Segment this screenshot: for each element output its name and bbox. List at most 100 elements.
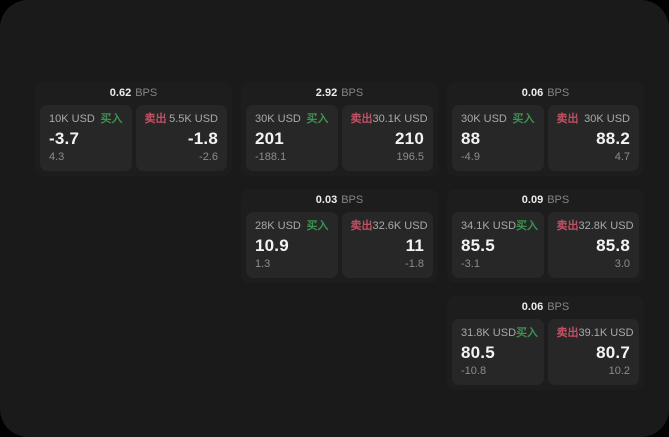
buy-amount-label: 34.1K USD — [461, 220, 517, 232]
buy-panel-top: 28K USD 买入 — [255, 220, 329, 233]
bps-value: 0.62 — [109, 87, 132, 99]
quote-card: 0.09 BPS 34.1K USD 买入 85.5 -3.1 卖出 32.8K… — [447, 189, 644, 283]
quote-panels: 30K USD 买入 201 -188.1 卖出 30.1K USD 210 1… — [246, 105, 433, 171]
bps-header: 0.62 BPS — [40, 82, 227, 105]
quote-card: 0.62 BPS 10K USD 买入 -3.7 4.3 卖出 5.5K USD… — [35, 82, 232, 176]
quote-card: 2.92 BPS 30K USD 买入 201 -188.1 卖出 30.1K … — [241, 82, 438, 176]
sell-price-value: 80.7 — [596, 343, 630, 362]
sell-change-value: -2.6 — [199, 151, 218, 163]
buy-side-label: 买入 — [100, 113, 123, 125]
quote-panels: 28K USD 买入 10.9 1.3 卖出 32.6K USD 11 -1.8 — [246, 212, 433, 278]
buy-change-value: 4.3 — [49, 151, 65, 163]
sell-change-value: 3.0 — [614, 258, 630, 270]
bps-header: 2.92 BPS — [246, 82, 433, 105]
quote-card: 0.03 BPS 28K USD 买入 10.9 1.3 卖出 32.6K US… — [241, 189, 438, 283]
sell-panel[interactable]: 卖出 39.1K USD 80.7 10.2 — [547, 319, 639, 385]
sell-panel[interactable]: 卖出 5.5K USD -1.8 -2.6 — [135, 105, 227, 171]
sell-amount-label: 30.1K USD — [372, 113, 428, 125]
buy-side-label: 买入 — [306, 113, 329, 125]
buy-panel-top: 34.1K USD 买入 — [461, 220, 539, 233]
sell-price-value: -1.8 — [187, 129, 218, 148]
buy-panel[interactable]: 30K USD 买入 88 -4.9 — [452, 105, 544, 171]
sell-panel-top: 卖出 32.8K USD — [556, 220, 634, 233]
buy-change-value: -4.9 — [461, 151, 480, 163]
buy-price-value: 80.5 — [461, 343, 495, 362]
sell-amount-label: 5.5K USD — [169, 113, 218, 125]
quote-panels: 30K USD 买入 88 -4.9 卖出 30K USD 88.2 4.7 — [452, 105, 639, 171]
bps-unit-label: BPS — [547, 194, 570, 206]
bps-header: 0.06 BPS — [452, 82, 639, 105]
sell-side-label: 卖出 — [556, 113, 579, 125]
buy-panel-top: 30K USD 买入 — [461, 113, 535, 126]
buy-price-value: -3.7 — [49, 129, 80, 148]
buy-panel[interactable]: 34.1K USD 买入 85.5 -3.1 — [452, 212, 544, 278]
sell-side-label: 卖出 — [144, 113, 167, 125]
sell-price-value: 210 — [395, 129, 424, 148]
sell-amount-label: 30K USD — [584, 113, 630, 125]
sell-panel-top: 卖出 30.1K USD — [350, 113, 428, 126]
sell-amount-label: 39.1K USD — [578, 327, 634, 339]
buy-panel-top: 31.8K USD 买入 — [461, 327, 539, 340]
bps-value: 2.92 — [315, 87, 338, 99]
buy-price-value: 201 — [255, 129, 284, 148]
sell-price-value: 85.8 — [596, 236, 630, 255]
buy-amount-label: 10K USD — [49, 113, 95, 125]
sell-change-value: 4.7 — [614, 151, 630, 163]
bps-value: 0.06 — [521, 301, 544, 313]
quote-card: 0.06 BPS 31.8K USD 买入 80.5 -10.8 卖出 39.1… — [447, 296, 644, 390]
sell-panel-top: 卖出 5.5K USD — [145, 113, 219, 126]
bps-header: 0.09 BPS — [452, 189, 639, 212]
bps-unit-label: BPS — [341, 194, 364, 206]
buy-price-value: 85.5 — [461, 236, 495, 255]
buy-side-label: 买入 — [516, 327, 539, 339]
buy-amount-label: 30K USD — [461, 113, 507, 125]
sell-amount-label: 32.6K USD — [372, 220, 428, 232]
quote-panels: 31.8K USD 买入 80.5 -10.8 卖出 39.1K USD 80.… — [452, 319, 639, 385]
sell-panel[interactable]: 卖出 32.6K USD 11 -1.8 — [341, 212, 433, 278]
buy-price-value: 88 — [461, 129, 481, 148]
buy-amount-label: 28K USD — [255, 220, 301, 232]
bps-header: 0.06 BPS — [452, 296, 639, 319]
bps-value: 0.03 — [315, 194, 338, 206]
buy-side-label: 买入 — [516, 220, 539, 232]
bps-value: 0.09 — [521, 194, 544, 206]
sell-panel-top: 卖出 39.1K USD — [556, 327, 634, 340]
buy-side-label: 买入 — [306, 220, 329, 232]
bps-header: 0.03 BPS — [246, 189, 433, 212]
sell-panel-top: 卖出 30K USD — [557, 113, 631, 126]
buy-panel[interactable]: 28K USD 买入 10.9 1.3 — [246, 212, 338, 278]
sell-side-label: 卖出 — [556, 327, 579, 339]
sell-panel[interactable]: 卖出 30K USD 88.2 4.7 — [547, 105, 639, 171]
buy-panel-top: 30K USD 买入 — [255, 113, 329, 126]
sell-change-value: -1.8 — [405, 258, 424, 270]
sell-change-value: 10.2 — [608, 365, 630, 377]
buy-change-value: -10.8 — [461, 365, 487, 377]
buy-amount-label: 30K USD — [255, 113, 301, 125]
bps-unit-label: BPS — [547, 301, 570, 313]
quote-card: 0.06 BPS 30K USD 买入 88 -4.9 卖出 30K USD 8… — [447, 82, 644, 176]
sell-price-value: 88.2 — [596, 129, 630, 148]
sell-panel[interactable]: 卖出 30.1K USD 210 196.5 — [341, 105, 433, 171]
buy-side-label: 买入 — [512, 113, 535, 125]
buy-change-value: -188.1 — [255, 151, 287, 163]
sell-price-value: 11 — [405, 236, 424, 255]
sell-change-value: 196.5 — [396, 151, 424, 163]
buy-price-value: 10.9 — [255, 236, 289, 255]
buy-change-value: -3.1 — [461, 258, 480, 270]
buy-panel[interactable]: 30K USD 买入 201 -188.1 — [246, 105, 338, 171]
cards-grid: 0.62 BPS 10K USD 买入 -3.7 4.3 卖出 5.5K USD… — [35, 82, 644, 390]
bps-value: 0.06 — [521, 87, 544, 99]
quote-panels: 34.1K USD 买入 85.5 -3.1 卖出 32.8K USD 85.8… — [452, 212, 639, 278]
sell-side-label: 卖出 — [350, 113, 373, 125]
bps-unit-label: BPS — [547, 87, 570, 99]
sell-side-label: 卖出 — [556, 220, 579, 232]
bps-unit-label: BPS — [135, 87, 158, 99]
buy-panel[interactable]: 10K USD 买入 -3.7 4.3 — [40, 105, 132, 171]
buy-panel[interactable]: 31.8K USD 买入 80.5 -10.8 — [452, 319, 544, 385]
quote-panels: 10K USD 买入 -3.7 4.3 卖出 5.5K USD -1.8 -2.… — [40, 105, 227, 171]
buy-panel-top: 10K USD 买入 — [49, 113, 123, 126]
sell-amount-label: 32.8K USD — [578, 220, 634, 232]
sell-panel[interactable]: 卖出 32.8K USD 85.8 3.0 — [547, 212, 639, 278]
buy-amount-label: 31.8K USD — [461, 327, 517, 339]
